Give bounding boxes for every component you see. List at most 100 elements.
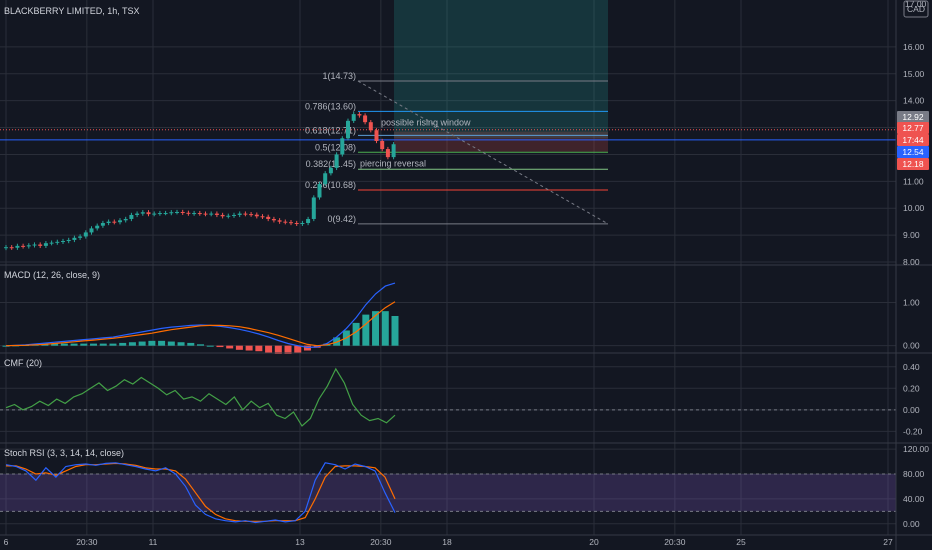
candle-body	[323, 173, 328, 185]
stoch-title: Stoch RSI (3, 3, 14, 14, close)	[4, 448, 124, 458]
candle-body	[78, 236, 83, 238]
stoch-rsi-pane: Stoch RSI (3, 3, 14, 14, close)	[0, 448, 896, 524]
risk-zone	[394, 131, 608, 152]
price-tag-label: 17:44	[902, 135, 924, 145]
candle-body	[271, 218, 276, 221]
candle-body	[129, 214, 134, 219]
macd-histogram-bar	[362, 314, 370, 346]
macd-histogram-bar	[352, 322, 360, 346]
macd-histogram-bar	[128, 342, 136, 346]
fib-label: 0(9.42)	[327, 214, 356, 224]
y-tick-label: 15.00	[903, 69, 925, 79]
x-tick-label: 13	[295, 537, 305, 547]
macd-histogram-bar	[90, 343, 98, 346]
macd-histogram-bar	[265, 345, 273, 353]
y-tick-label: 40.00	[903, 494, 925, 504]
fibonacci-levels: 1(14.73) 0.786(13.60) 0.618(12.71) 0.5(12.0…	[0, 71, 896, 225]
candle-body	[294, 223, 299, 225]
candle-body	[197, 213, 202, 215]
candle-body	[334, 154, 339, 168]
cmf-title: CMF (20)	[4, 358, 42, 368]
macd-histogram-bar	[51, 343, 59, 346]
stoch-k-line	[5, 462, 396, 524]
y-tick-label: 0.20	[903, 383, 920, 393]
candle-body	[380, 141, 385, 150]
y-top-label: 17.00	[905, 0, 927, 9]
price-tag-label: 12.92	[902, 112, 924, 122]
cmf-line	[5, 367, 396, 427]
signal-line	[5, 301, 396, 347]
macd-histogram-bar	[80, 343, 88, 346]
candle-body	[146, 212, 151, 215]
x-tick-label: 20	[589, 537, 599, 547]
candle-body	[26, 245, 31, 247]
y-tick-label: 14.00	[903, 96, 925, 106]
macd-histogram-bar	[294, 345, 302, 353]
macd-histogram-bar	[187, 342, 195, 346]
candle-body	[49, 242, 54, 244]
fib-label: 0.618(12.71)	[305, 125, 356, 135]
y-tick-label: 16.00	[903, 42, 925, 52]
macd-title: MACD (12, 26, close, 9)	[4, 270, 100, 280]
y-tick-label: 0.00	[903, 341, 920, 351]
y-tick-label: 120.00	[903, 444, 929, 454]
candle-body	[363, 115, 368, 123]
fib-label: 0.382(11.45)	[306, 159, 356, 169]
macd-histogram-bar	[391, 315, 399, 346]
annotation-rising-window: possible rising window	[381, 118, 471, 128]
target-zone	[394, 0, 608, 139]
macd-histogram-bar	[70, 343, 78, 346]
candle-body	[9, 247, 14, 249]
candle-body	[374, 130, 379, 141]
macd-pane: MACD (12, 26, close, 9)	[2, 270, 399, 354]
y-tick-label: 8.00	[903, 257, 920, 267]
fib-label: 1(14.73)	[322, 71, 356, 81]
macd-histogram-bar	[274, 345, 282, 354]
x-tick-label: 27	[883, 537, 893, 547]
macd-histogram-bar	[255, 345, 263, 352]
y-tick-label: 11.00	[903, 176, 924, 186]
candle-body	[32, 244, 37, 246]
macd-histogram-bar	[2, 345, 10, 347]
currency-box[interactable]	[903, 0, 929, 18]
candle-body	[43, 243, 48, 246]
candle-body	[260, 216, 265, 218]
candle-body	[391, 144, 396, 158]
price-tag-label: 12.54	[902, 147, 924, 157]
y-tick-label: 0.40	[903, 362, 920, 372]
price-tag-box	[897, 122, 929, 134]
price-tag-box	[897, 146, 929, 158]
candle-body	[83, 232, 88, 237]
candle-body	[317, 184, 322, 198]
candle-body	[135, 213, 140, 215]
candle-body	[152, 213, 157, 215]
y-tick-label: 1.00	[903, 298, 920, 308]
candle-body	[300, 223, 305, 225]
rising-window-zone	[394, 0, 608, 152]
price-tag-box	[897, 111, 929, 123]
fib-label: 0.5(12.08)	[315, 142, 356, 152]
annotation-piercing-reversal: piercing reversal	[360, 159, 426, 169]
macd-line	[5, 282, 396, 349]
candle-body	[385, 149, 390, 158]
candlesticks	[4, 111, 396, 251]
candle-body	[61, 241, 65, 243]
macd-histogram-bar	[284, 345, 292, 354]
candle-body	[249, 214, 254, 216]
candle-body	[163, 213, 168, 215]
candle-body	[328, 167, 333, 174]
candle-body	[15, 245, 20, 248]
x-tick-label: 20:30	[76, 537, 98, 547]
macd-histogram-bar	[148, 340, 156, 346]
y-tick-label: -0.20	[903, 426, 923, 436]
currency-label: CAD	[907, 4, 925, 14]
candle-body	[118, 220, 122, 223]
candle-body	[140, 212, 145, 214]
macd-histogram-bar	[381, 311, 389, 346]
y-tick-label: 10.00	[903, 203, 925, 213]
cmf-pane: CMF (20)	[0, 358, 896, 427]
candle-body	[38, 244, 43, 246]
price-tag-label: 12.18	[902, 159, 924, 169]
y-tick-label: 0.00	[903, 405, 920, 415]
